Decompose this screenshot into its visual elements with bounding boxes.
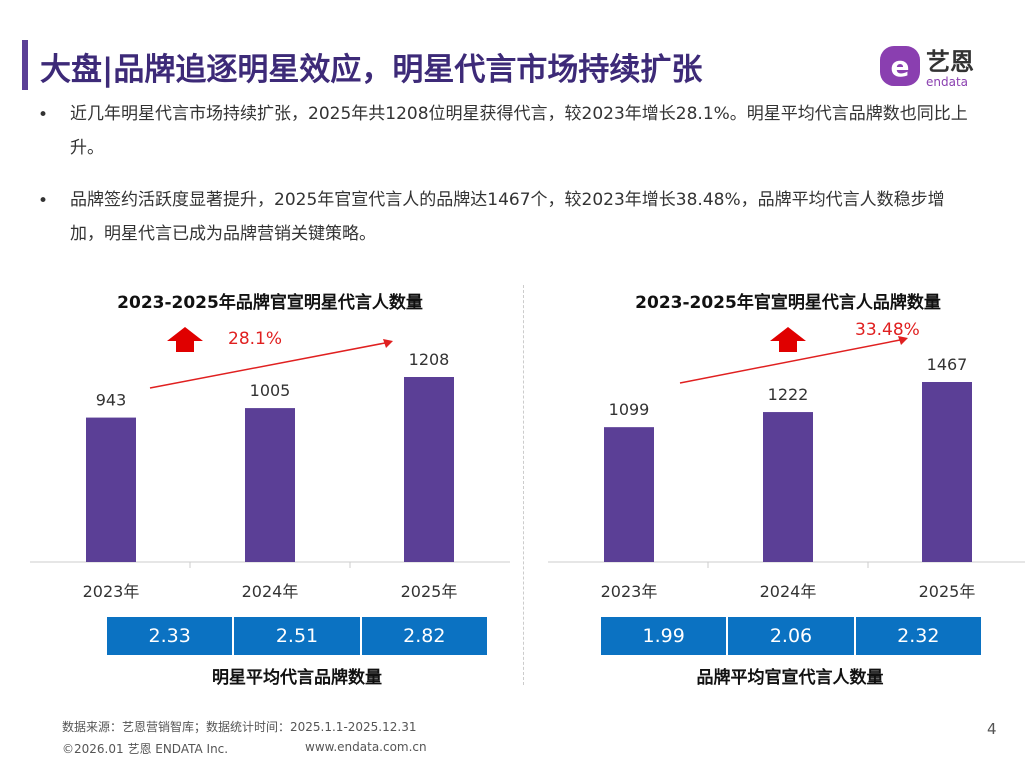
table-cell: 2.33 [107,617,235,655]
title-accent-bar [22,40,28,90]
bullet-dot: • [38,191,49,211]
logo-text: 艺恩 [926,48,974,76]
table-caption-right: 品牌平均官宣代言人数量 [696,668,884,688]
x-tick-label: 2024年 [242,582,299,601]
x-tick-label: 2023年 [601,582,658,601]
growth-arrowhead-icon [383,339,393,348]
table-cell: 2.32 [855,617,981,655]
logo-mark-icon [880,46,920,86]
chart-title-right: 2023-2025年官宣明星代言人品牌数量 [635,293,941,313]
page-number: 4 [987,720,997,738]
data-label: 1208 [409,350,450,369]
chart-title-left: 2023-2025年品牌官宣明星代言人数量 [117,293,423,313]
data-label: 1005 [250,381,291,400]
data-label: 1099 [609,400,650,419]
bar [404,377,454,562]
up-arrow-icon [167,327,203,352]
bar [245,408,295,562]
up-arrow-icon [770,327,806,352]
table-cell: 2.51 [234,617,362,655]
x-tick-label: 2023年 [83,582,140,601]
bar-chart-right: 1099 2023年 1222 2024年 1467 2025年 33.48% [548,320,1025,601]
data-label: 943 [96,391,127,410]
bar [922,382,972,562]
growth-trend-line [149,342,386,389]
data-label: 1222 [768,385,809,404]
endata-logo: e 艺恩 endata [880,46,974,89]
table-caption-left: 明星平均代言品牌数量 [212,668,382,688]
bar [763,412,813,562]
page-title: 大盘|品牌追逐明星效应，明星代言市场持续扩张 [40,52,703,88]
x-tick-label: 2025年 [919,582,976,601]
growth-label: 33.48% [855,320,920,340]
avg-table-left: 2.33 2.51 2.82 [107,617,487,655]
table-cell: 2.82 [361,617,487,655]
avg-table-right: 1.99 2.06 2.32 [601,617,981,655]
bullet-text-2: 品牌签约活跃度显著提升，2025年官宣代言人的品牌达1467个，较2023年增长… [70,190,945,244]
svg-text:e: e [891,50,910,83]
website-link: www.endata.com.cn [305,740,427,754]
growth-label: 28.1% [228,329,282,349]
data-label: 1467 [927,355,968,374]
bullet-dot: • [38,105,49,125]
bar [604,427,654,562]
copyright: ©2026.01 艺恩 ENDATA Inc. [62,742,229,756]
bullet-text-1: 近几年明星代言市场持续扩张，2025年共1208位明星获得代言，较2023年增长… [70,104,968,158]
bar-chart-left: 943 2023年 1005 2024年 1208 2025年 28.1% [30,327,510,601]
growth-arrowhead-icon [898,336,908,345]
logo-subtext: endata [926,75,968,89]
data-source: 数据来源：艺恩营销智库；数据统计时间：2025.1.1-2025.12.31 [62,720,417,734]
bar [86,417,136,562]
table-cell: 2.06 [728,617,856,655]
table-cell: 1.99 [601,617,729,655]
x-tick-label: 2024年 [760,582,817,601]
x-tick-label: 2025年 [401,582,458,601]
growth-trend-line [679,339,901,384]
divider [523,285,524,685]
